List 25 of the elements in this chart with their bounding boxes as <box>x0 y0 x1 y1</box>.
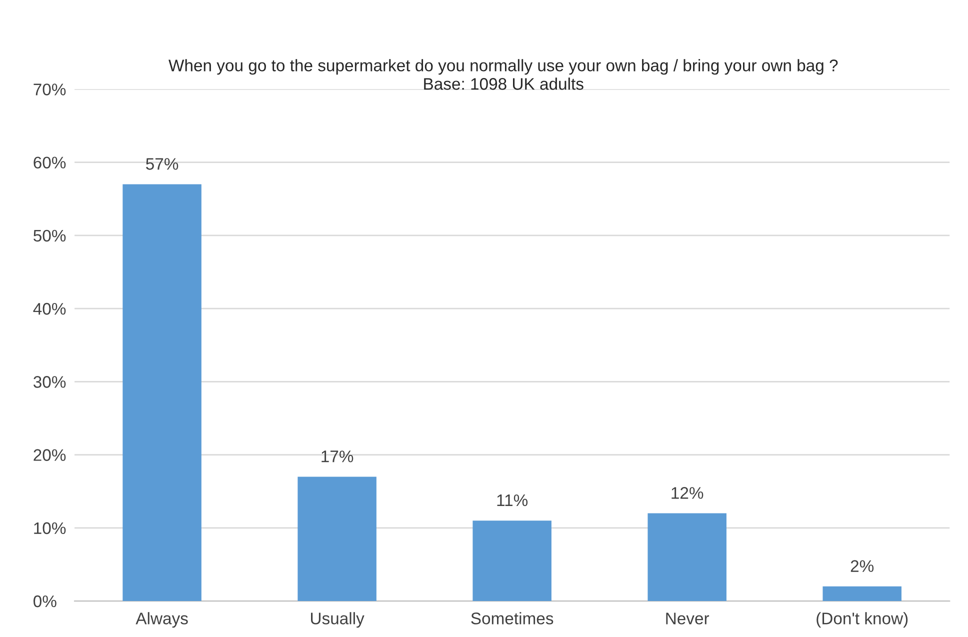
y-tick-label: 20% <box>34 449 66 461</box>
bar <box>122 184 202 602</box>
x-tick-label: Sometimes <box>471 612 554 624</box>
chart-title: When you go to the supermarket do you normally use your own bag / bring your own bag ? <box>168 59 838 75</box>
bar <box>822 586 902 602</box>
bar <box>648 513 726 602</box>
y-tick-label: 40% <box>33 302 66 315</box>
x-tick-label: Never <box>666 612 710 624</box>
x-tick-label: (Don't know) <box>816 612 908 628</box>
data-label: 12% <box>672 487 704 499</box>
chart-subtitle: Base: 1098 UK adults <box>424 78 584 90</box>
data-label: 57% <box>146 158 178 170</box>
y-tick-label: 70% <box>34 84 66 96</box>
x-tick-label: Usually <box>311 612 364 628</box>
data-label: 2% <box>850 560 874 572</box>
y-tick-label: 10% <box>34 522 66 534</box>
y-tick-label: 50% <box>34 230 66 242</box>
bar <box>298 476 376 602</box>
data-label: 11% <box>497 494 528 506</box>
y-tick-label: 30% <box>34 376 66 388</box>
bar <box>472 520 552 602</box>
data-label: 17% <box>322 450 354 462</box>
y-tick-label: 60% <box>34 156 66 168</box>
y-tick-label: 0% <box>34 595 56 608</box>
x-tick-label: Always <box>136 612 188 628</box>
